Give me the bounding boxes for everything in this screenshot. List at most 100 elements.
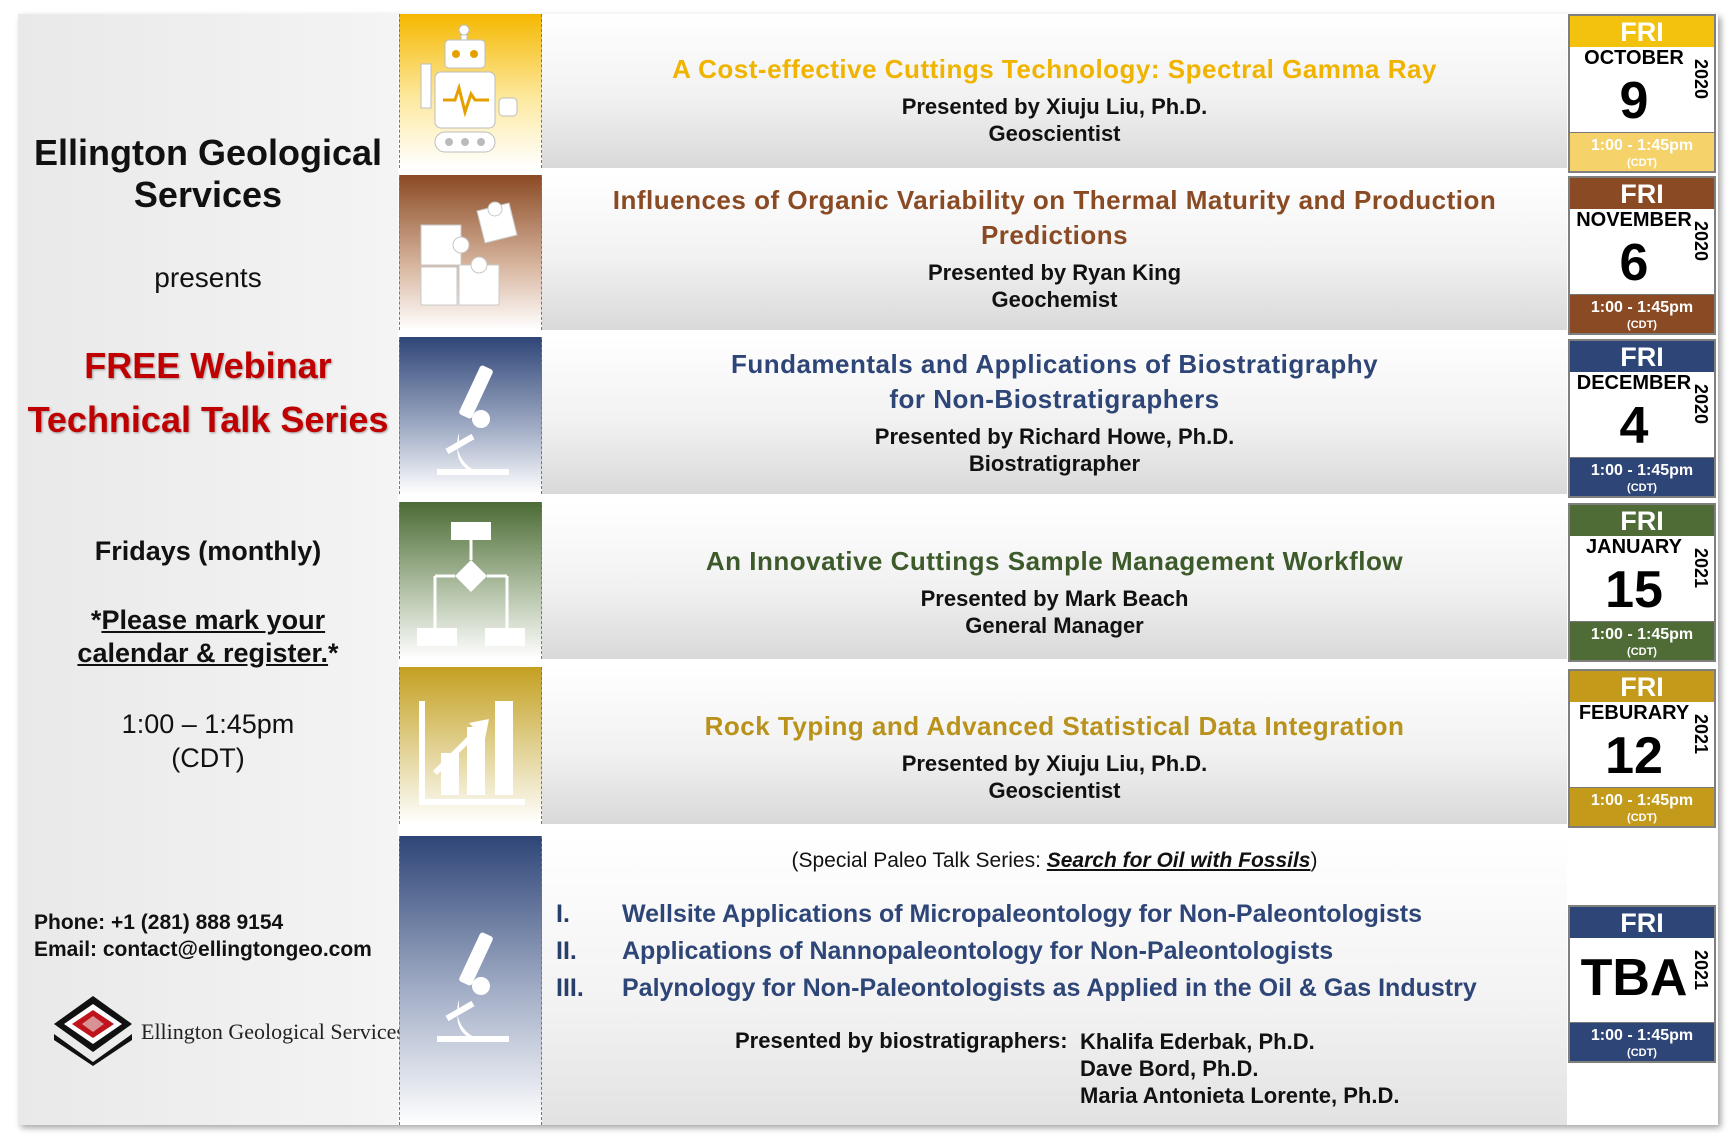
talk-2-title-line-2: Predictions bbox=[980, 220, 1129, 250]
special-series-link[interactable]: Search for Oil with Fossils bbox=[1046, 849, 1311, 872]
calendar-day: FRI bbox=[1570, 341, 1714, 372]
left-panel: Ellington Geological Services presents F… bbox=[18, 14, 405, 1125]
list-item: I. Wellsite Applications of Micropaleonto… bbox=[556, 900, 1566, 937]
calendar-date: TBA bbox=[1580, 949, 1688, 1007]
schedule-text: Fridays (monthly) bbox=[94, 536, 322, 566]
calendar-month: OCTOBER bbox=[1584, 47, 1684, 69]
org-line-2: Services bbox=[133, 174, 283, 215]
bar-chart-icon bbox=[419, 701, 525, 805]
talk-row-3: Fundamentals and Applications of Biostra… bbox=[542, 337, 1567, 494]
email-link[interactable]: Email: contact@ellingtongeo.com bbox=[34, 938, 372, 961]
organization-name: Ellington Geological Services bbox=[18, 132, 398, 216]
calendar-time-text: 1:00 - 1:45pm bbox=[1590, 792, 1694, 809]
list-item: II. Applications of Nannopaleontology for… bbox=[556, 937, 1566, 974]
item-number: II. bbox=[556, 937, 577, 965]
calendar-time: 1:00 - 1:45pm (CDT) bbox=[1570, 622, 1714, 660]
talk-5-icon-cell bbox=[399, 667, 542, 824]
paleo-presented-by: Presented by biostratigraphers: bbox=[735, 1028, 1068, 1053]
star-1: * bbox=[90, 605, 102, 635]
talk-4-presenter: Presented by Mark Beach bbox=[920, 586, 1189, 611]
calendar-time: 1:00 - 1:45pm (CDT) bbox=[1570, 295, 1714, 333]
calendar-time-text: 1:00 - 1:45pm bbox=[1590, 299, 1694, 316]
logo-text: Ellington Geological Services bbox=[141, 1019, 405, 1044]
talk-row-4: An Innovative Cuttings Sample Management… bbox=[542, 502, 1567, 659]
talk-4-role: General Manager bbox=[965, 613, 1144, 638]
calendar-timezone: (CDT) bbox=[1627, 157, 1657, 169]
calendar-month: DECEMBER bbox=[1576, 372, 1692, 394]
calendar-time: 1:00 - 1:45pm (CDT) bbox=[1570, 788, 1714, 826]
talk-2-title-line-1: Influences of Organic Variability on The… bbox=[612, 185, 1497, 215]
talk-1-role: Geoscientist bbox=[988, 121, 1121, 146]
calendar-date: 12 bbox=[1605, 727, 1663, 785]
calendar-date: 4 bbox=[1619, 397, 1649, 455]
microscope-icon bbox=[437, 932, 509, 1042]
talk-4-calendar: FRI JANUARY 15 2021 1:00 - 1:45pm (CDT) bbox=[1568, 503, 1716, 662]
talk-2-role: Geochemist bbox=[991, 287, 1118, 312]
series-title-line-1: FREE Webinar bbox=[84, 345, 332, 386]
calendar-day: FRI bbox=[1570, 16, 1714, 47]
calendar-month: NOVEMBER bbox=[1576, 209, 1692, 231]
paleo-calendar: FRI TBA 2021 1:00 - 1:45pm (CDT) bbox=[1568, 905, 1716, 1063]
calendar-year: 2020 bbox=[1691, 384, 1711, 425]
calendar-time: 1:00 - 1:45pm (CDT) bbox=[1570, 458, 1714, 496]
talk-1-calendar: FRI OCTOBER 9 2020 1:00 - 1:45pm (CDT) bbox=[1568, 14, 1716, 173]
company-logo: Ellington Geological Services bbox=[36, 994, 406, 1074]
talk-2-calendar: FRI NOVEMBER 6 2020 1:00 - 1:45pm (CDT) bbox=[1568, 176, 1716, 335]
calendar-date: 6 bbox=[1619, 234, 1649, 292]
talk-5-role: Geoscientist bbox=[988, 778, 1121, 803]
talk-3-icon-cell bbox=[399, 337, 542, 494]
talk-3-calendar: FRI DECEMBER 4 2020 1:00 - 1:45pm (CDT) bbox=[1568, 339, 1716, 498]
presenter-name: Dave Bord, Ph.D. bbox=[1080, 1056, 1259, 1081]
calendar-year: 2020 bbox=[1691, 59, 1711, 100]
phone-text: Phone: +1 (281) 888 9154 bbox=[34, 911, 284, 934]
item-number: I. bbox=[556, 900, 570, 928]
paleo-talk-list: I. Wellsite Applications of Micropaleonto… bbox=[556, 900, 1566, 1011]
item-title: Palynology for Non-Paleontologists as Ap… bbox=[622, 974, 1477, 1002]
talk-3-presenter: Presented by Richard Howe, Ph.D. bbox=[874, 424, 1235, 449]
diamond-logo-icon bbox=[54, 996, 132, 1066]
calendar-time: 1:00 - 1:45pm (CDT) bbox=[1570, 133, 1714, 171]
talk-row-5: Rock Typing and Advanced Statistical Dat… bbox=[542, 667, 1567, 824]
calendar-year: 2021 bbox=[1691, 548, 1711, 589]
presenter-name: Khalifa Ederbak, Ph.D. bbox=[1080, 1029, 1315, 1054]
calendar-time-text: 1:00 - 1:45pm bbox=[1590, 137, 1694, 154]
talk-3-title-line-2: for Non-Biostratigraphers bbox=[889, 384, 1220, 414]
reminder-line-2: calendar & register. bbox=[77, 638, 329, 668]
time-line-1: 1:00 – 1:45pm bbox=[121, 709, 295, 739]
series-title: FREE Webinar Technical Talk Series bbox=[18, 339, 398, 447]
star-2: * bbox=[328, 638, 339, 668]
calendar-time-text: 1:00 - 1:45pm bbox=[1590, 626, 1694, 643]
special-series-note: (Special Paleo Talk Series: Search for O… bbox=[542, 849, 1567, 873]
talk-4-title: An Innovative Cuttings Sample Management… bbox=[705, 546, 1404, 576]
workflow-icon bbox=[417, 522, 525, 646]
time-line-2: (CDT) bbox=[171, 743, 245, 773]
talk-1-icon-cell bbox=[399, 14, 542, 168]
calendar-timezone: (CDT) bbox=[1627, 1047, 1657, 1059]
talk-2-presenter: Presented by Ryan King bbox=[927, 260, 1182, 285]
calendar-day: FRI bbox=[1570, 178, 1714, 209]
calendar-month: JANUARY bbox=[1586, 536, 1682, 558]
calendar-day: FRI bbox=[1570, 505, 1714, 536]
calendar-year: 2021 bbox=[1691, 950, 1711, 991]
special-prefix: (Special Paleo Talk Series: bbox=[791, 849, 1047, 872]
presenter-name: Maria Antonieta Lorente, Ph.D. bbox=[1080, 1083, 1400, 1108]
calendar-time-text: 1:00 - 1:45pm bbox=[1590, 1027, 1694, 1044]
talk-5-calendar: FRI FEBURARY 12 2021 1:00 - 1:45pm (CDT) bbox=[1568, 669, 1716, 828]
robot-icon bbox=[420, 24, 518, 153]
calendar-day: FRI bbox=[1570, 671, 1714, 702]
talk-row-1: A Cost-effective Cuttings Technology: Sp… bbox=[542, 14, 1567, 168]
special-suffix: ) bbox=[1310, 849, 1318, 872]
calendar-month: FEBURARY bbox=[1578, 702, 1690, 724]
time-text: 1:00 – 1:45pm (CDT) bbox=[18, 707, 398, 775]
talk-5-presenter: Presented by Xiuju Liu, Ph.D. bbox=[901, 751, 1208, 776]
item-number: III. bbox=[556, 974, 584, 1002]
org-line-1: Ellington Geological bbox=[33, 132, 382, 173]
calendar-timezone: (CDT) bbox=[1627, 646, 1657, 658]
calendar-timezone: (CDT) bbox=[1627, 319, 1657, 331]
puzzle-icon bbox=[420, 201, 518, 306]
item-title: Wellsite Applications of Micropaleontolo… bbox=[622, 900, 1423, 928]
calendar-time: 1:00 - 1:45pm (CDT) bbox=[1570, 1023, 1714, 1061]
paleo-row bbox=[542, 836, 1567, 1125]
paleo-icon-cell bbox=[399, 836, 542, 1125]
talk-row-2: Influences of Organic Variability on The… bbox=[542, 175, 1567, 330]
